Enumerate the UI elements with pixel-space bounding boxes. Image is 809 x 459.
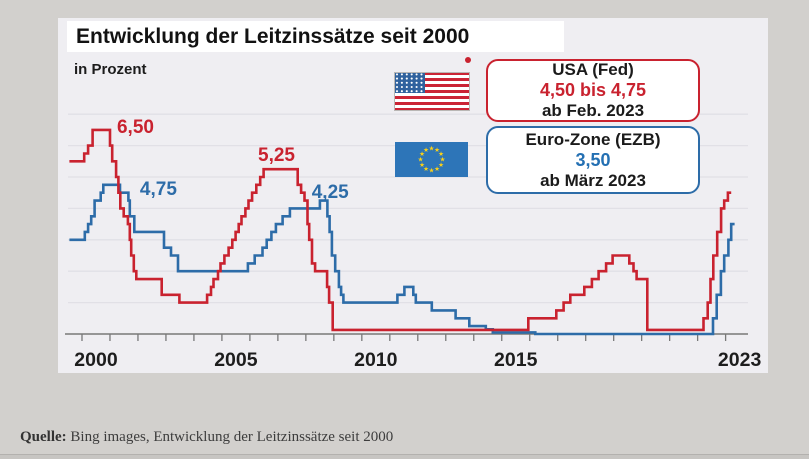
svg-text:★: ★ [434,165,440,173]
svg-text:★: ★ [419,150,425,158]
svg-text:5,25: 5,25 [258,145,295,166]
us-flag-canton [394,72,425,93]
svg-text:★: ★ [440,156,446,164]
svg-text:★: ★ [423,165,429,173]
legend-usa-since: ab Feb. 2023 [541,101,645,120]
legend-usa: USA (Fed) 4,50 bis 4,75 ab Feb. 2023 [486,59,700,122]
svg-text:★: ★ [429,167,435,175]
svg-text:★: ★ [434,146,440,154]
source-caption: Quelle: Bing images, Entwicklung der Lei… [20,429,393,446]
eu-flag-stars: ★ ★★★★★★★★★★★ [418,145,446,175]
svg-text:2005: 2005 [214,349,258,371]
legend-ezb-since: ab März 2023 [540,170,646,190]
legend-usa-value: 4,50 bis 4,75 [539,80,647,100]
chart-card: 2000 2005 2010 2015 2023 6,50 4,75 5,25 4,25 Ent… [58,18,768,373]
svg-text:4,75: 4,75 [140,179,177,200]
source-text: Bing images, Entwicklung der Leitzinssät… [66,429,394,445]
bottom-strip [0,454,809,459]
svg-text:2000: 2000 [74,349,118,371]
svg-text:2010: 2010 [354,349,398,371]
legend-ezb-name: Euro-Zone (EZB) [525,129,661,149]
us-flag-icon [394,72,470,111]
svg-text:★: ★ [438,161,444,169]
chart-subtitle: in Prozent [74,61,147,78]
red-dot-icon [465,57,471,63]
us-flag-stripes [394,72,470,111]
svg-text:2015: 2015 [494,349,538,371]
svg-text:2023: 2023 [718,349,762,371]
svg-text:★: ★ [418,156,424,164]
source-label: Quelle: [20,429,67,445]
eu-flag-icon: ★ ★★★★★★★★★★★ [395,142,468,177]
us-flag-border [394,72,470,111]
svg-text:★: ★ [419,161,425,169]
legend-ezb-value: 3,50 [575,149,611,170]
svg-text:★: ★ [423,146,429,154]
chart-title: Entwicklung der Leitzinssätze seit 2000 [67,21,564,52]
eu-flag-field [395,142,468,177]
legend-ezb: Euro-Zone (EZB) 3,50 ab März 2023 [486,126,700,194]
us-flag-stars [395,73,423,93]
legend-usa-name: USA (Fed) [552,60,634,79]
svg-text:4,25: 4,25 [312,182,349,203]
svg-text:★: ★ [438,150,444,158]
svg-text:6,50: 6,50 [117,117,154,138]
svg-text:★: ★ [429,145,435,153]
